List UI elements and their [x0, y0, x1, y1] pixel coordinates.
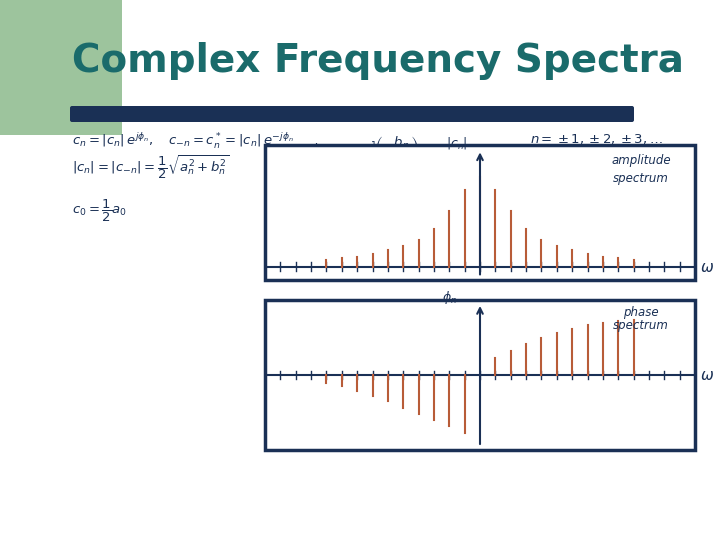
Text: $\phi_n$: $\phi_n$ — [442, 289, 457, 306]
Text: $|c_n|$: $|c_n|$ — [446, 136, 468, 151]
Text: $c_n =|c_n|\,e^{j\phi_n},\quad c_{-n}=c_n^*=|c_n|\,e^{-j\phi_n}$: $c_n =|c_n|\,e^{j\phi_n},\quad c_{-n}=c_… — [72, 132, 294, 151]
Text: $\omega$: $\omega$ — [700, 260, 714, 275]
Text: $n=\pm1,\pm2,\pm3,\ldots$: $n=\pm1,\pm2,\pm3,\ldots$ — [530, 132, 662, 146]
Text: $|c_n|=|c_{-n}|=\dfrac{1}{2}\sqrt{a_n^2+b_n^2}$: $|c_n|=|c_{-n}|=\dfrac{1}{2}\sqrt{a_n^2+… — [72, 153, 230, 181]
Text: $\omega$: $\omega$ — [700, 368, 714, 383]
Text: phase: phase — [624, 306, 659, 319]
FancyBboxPatch shape — [70, 106, 634, 122]
Text: Complex Frequency Spectra: Complex Frequency Spectra — [72, 42, 684, 80]
Text: $\phi_n=\tan^{-1}\!\!\left(-\dfrac{b_n}{a_n}\right)$: $\phi_n=\tan^{-1}\!\!\left(-\dfrac{b_n}{… — [310, 135, 418, 164]
Text: spectrum: spectrum — [613, 172, 669, 185]
Text: amplitude: amplitude — [611, 154, 671, 167]
Text: $c_0=\dfrac{1}{2}a_0$: $c_0=\dfrac{1}{2}a_0$ — [72, 198, 127, 224]
Text: spectrum: spectrum — [613, 319, 669, 332]
